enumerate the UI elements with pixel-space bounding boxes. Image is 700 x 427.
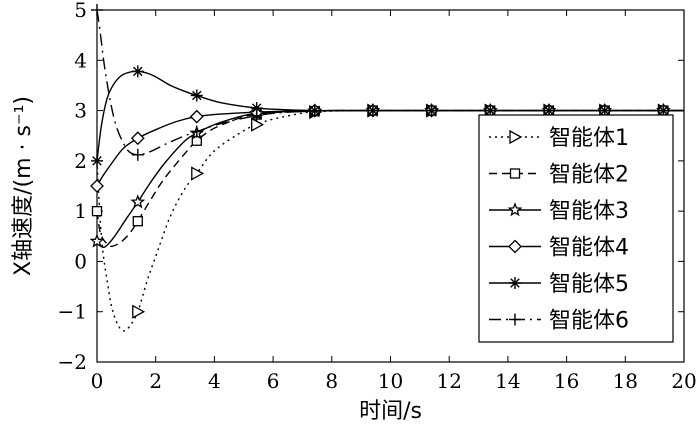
series-1-point — [191, 166, 205, 181]
legend-marker-1 — [509, 129, 523, 145]
y-tick-label: 3 — [74, 99, 87, 123]
legend-label-2: 智能体2 — [549, 163, 629, 188]
x-axis-title: 时间/s — [359, 399, 422, 424]
legend-label-1: 智能体1 — [549, 126, 629, 151]
legend-label-3: 智能体3 — [549, 199, 629, 224]
series-6-point — [131, 148, 144, 161]
series-5-point — [131, 65, 144, 78]
series-4-point — [90, 179, 104, 193]
x-tick-label: 0 — [91, 369, 104, 393]
series-5-point — [91, 154, 103, 167]
series-4-point — [130, 131, 145, 146]
y-tick-label: −1 — [58, 300, 87, 324]
x-tick-label: 12 — [436, 369, 461, 393]
legend-label-6: 智能体6 — [549, 309, 629, 334]
y-tick-label: 4 — [74, 48, 87, 72]
legend-label-4: 智能体4 — [549, 236, 629, 261]
series-line-5 — [97, 70, 684, 161]
y-axis-title: X轴速度/(m · s⁻¹) — [11, 96, 36, 276]
x-tick-label: 2 — [149, 369, 162, 393]
series-6-point — [366, 104, 379, 117]
x-tick-label: 6 — [267, 369, 280, 393]
legend-marker-5 — [509, 277, 521, 289]
series-3-point — [89, 233, 105, 248]
x-tick-label: 14 — [495, 369, 520, 393]
series-6-point — [190, 125, 203, 138]
x-tick-label: 16 — [554, 369, 579, 393]
legend-marker-3 — [507, 202, 523, 217]
x-tick-label: 18 — [613, 369, 638, 393]
series-5-point — [190, 89, 203, 102]
y-tick-label: 2 — [74, 149, 87, 173]
series-6-point — [425, 104, 438, 117]
series-1-point — [251, 117, 265, 132]
series-2-point — [132, 216, 143, 227]
series-line-6 — [97, 10, 684, 156]
legend-box — [478, 114, 674, 343]
y-tick-label: −2 — [58, 350, 87, 374]
legend-label-5: 智能体5 — [549, 272, 629, 297]
legend-marker-2 — [509, 168, 521, 179]
series-1-point — [132, 304, 146, 319]
series-4-point — [189, 109, 204, 124]
series-3-point — [130, 194, 146, 209]
y-tick-label: 1 — [74, 199, 87, 223]
series-2-point — [91, 205, 103, 217]
legend-marker-6 — [509, 313, 521, 326]
x-tick-label: 20 — [671, 369, 696, 393]
x-tick-label: 4 — [208, 369, 221, 393]
y-tick-label: 0 — [74, 249, 87, 273]
series-6-point — [308, 105, 321, 118]
series-line-1 — [97, 109, 684, 332]
series-6-point — [250, 109, 263, 122]
legend-marker-4 — [508, 239, 522, 254]
y-tick-label: 5 — [74, 0, 87, 22]
series-6-point — [91, 4, 103, 16]
x-tick-label: 10 — [378, 369, 403, 393]
x-tick-label: 8 — [325, 369, 338, 393]
